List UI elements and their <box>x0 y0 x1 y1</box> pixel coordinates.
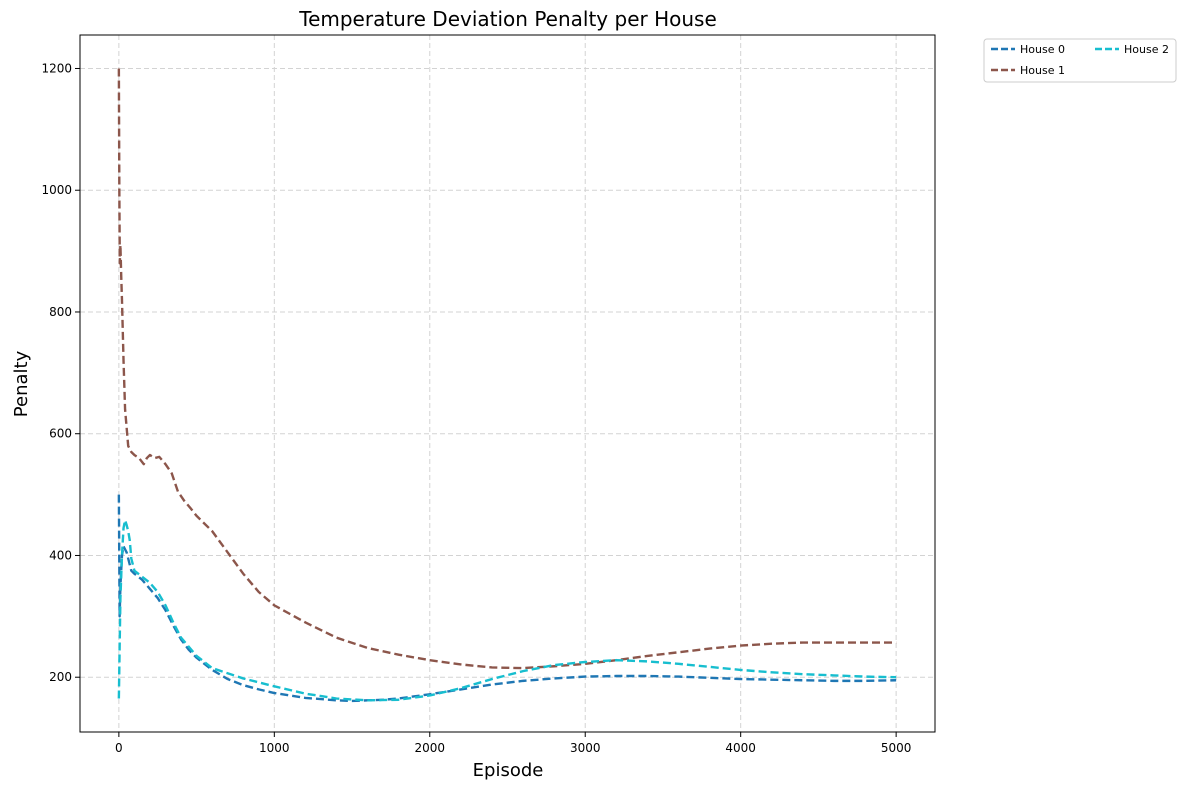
legend: House 0 House 1 House 2 <box>983 38 1177 83</box>
y-tick-label: 600 <box>49 427 72 441</box>
x-tick-label: 4000 <box>725 741 756 755</box>
legend-label-house-0: House 0 <box>1020 43 1065 56</box>
y-tick-label: 1000 <box>41 183 72 197</box>
x-axis-label: Episode <box>473 760 544 781</box>
x-axis: 0 1000 2000 3000 4000 5000 <box>115 732 911 755</box>
x-tick-label: 0 <box>115 741 123 755</box>
series-line-house-1 <box>117 68 897 670</box>
series-line-house-2 <box>117 518 897 702</box>
x-tick-label: 3000 <box>570 741 601 755</box>
y-axis: 200 400 600 800 1000 1200 <box>41 61 80 684</box>
x-tick-label: 5000 <box>881 741 912 755</box>
series-line-house-0 <box>117 494 897 703</box>
x-tick-label: 1000 <box>259 741 290 755</box>
y-axis-label: Penalty <box>11 350 32 417</box>
legend-label-house-2: House 2 <box>1124 43 1169 56</box>
y-tick-label: 200 <box>49 670 72 684</box>
y-tick-label: 1200 <box>41 61 72 75</box>
grid <box>80 35 935 732</box>
series-layer <box>117 68 897 703</box>
legend-frame <box>983 38 1177 83</box>
x-tick-label: 2000 <box>414 741 445 755</box>
plot-frame <box>79 34 936 733</box>
y-tick-label: 800 <box>49 305 72 319</box>
chart-title: Temperature Deviation Penalty per House <box>298 7 717 31</box>
legend-label-house-1: House 1 <box>1020 64 1065 77</box>
y-tick-label: 400 <box>49 548 72 562</box>
